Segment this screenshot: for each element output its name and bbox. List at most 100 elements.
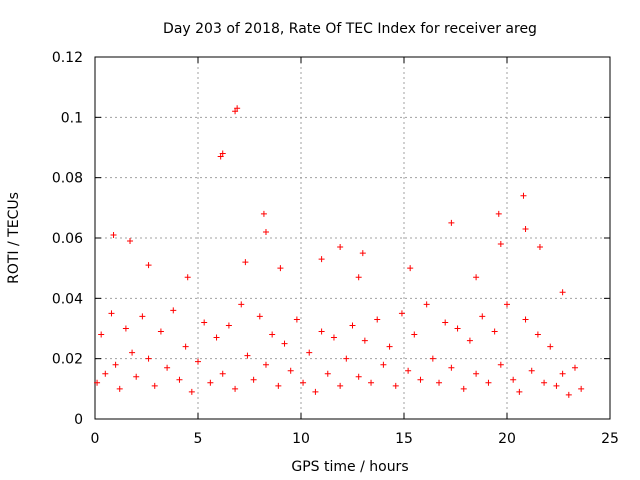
data-point	[497, 241, 504, 248]
data-point	[145, 355, 152, 362]
data-point	[386, 343, 393, 350]
data-point	[287, 367, 294, 374]
data-point	[520, 192, 527, 199]
data-point	[423, 301, 430, 308]
grid-lines	[95, 57, 610, 419]
data-point	[578, 385, 585, 392]
data-point	[139, 313, 146, 320]
data-point	[98, 331, 105, 338]
data-point	[343, 355, 350, 362]
data-point	[565, 391, 572, 398]
data-point	[559, 370, 566, 377]
data-point	[516, 388, 523, 395]
data-point	[306, 349, 313, 356]
data-point	[361, 337, 368, 344]
data-point	[300, 379, 307, 386]
x-axis-label: GPS time / hours	[291, 459, 408, 475]
data-point	[256, 313, 263, 320]
data-point	[108, 310, 115, 317]
data-point	[405, 367, 412, 374]
data-point	[213, 334, 220, 341]
chart-title: Day 203 of 2018, Rate Of TEC Index for r…	[163, 21, 537, 37]
data-point	[262, 361, 269, 368]
data-point	[312, 388, 319, 395]
data-point	[195, 358, 201, 365]
data-point	[281, 340, 288, 347]
data-point	[324, 370, 331, 377]
data-point	[528, 367, 535, 374]
data-point	[359, 250, 366, 257]
data-point	[380, 361, 387, 368]
x-tick-label: 0	[91, 431, 100, 447]
data-point	[349, 322, 356, 329]
y-tick-label: 0.12	[52, 50, 83, 66]
x-tick-label: 20	[498, 431, 516, 447]
data-point	[479, 313, 486, 320]
data-point	[157, 328, 164, 335]
data-point	[102, 370, 109, 377]
data-point	[94, 379, 101, 386]
x-tick-label: 15	[395, 431, 413, 447]
data-point	[330, 334, 337, 341]
data-point	[495, 210, 502, 217]
data-point	[170, 307, 177, 314]
data-point	[318, 256, 325, 263]
data-point	[275, 382, 282, 389]
data-point	[355, 373, 362, 380]
data-point	[442, 319, 449, 326]
y-tick-label: 0.08	[52, 171, 83, 187]
data-points	[94, 105, 585, 398]
data-point	[368, 379, 375, 386]
data-point	[110, 231, 117, 238]
y-tick-label: 0.04	[52, 291, 83, 307]
data-point	[244, 352, 251, 359]
data-point	[238, 301, 245, 308]
axis-ticks	[94, 56, 611, 420]
y-tick-label: 0	[74, 412, 83, 428]
data-point	[411, 331, 418, 338]
data-point	[429, 355, 436, 362]
data-point	[112, 361, 119, 368]
data-point	[234, 105, 241, 112]
data-point	[466, 337, 473, 344]
data-point	[473, 274, 480, 281]
data-point	[219, 150, 226, 157]
data-point	[151, 382, 158, 389]
plot-frame	[94, 56, 611, 420]
data-point	[116, 385, 123, 392]
data-point	[448, 219, 455, 226]
data-point	[164, 364, 171, 371]
x-tick-label: 5	[194, 431, 203, 447]
data-point	[337, 244, 344, 251]
data-point	[277, 265, 284, 272]
data-point	[497, 361, 504, 368]
data-point	[145, 262, 152, 269]
data-point	[491, 328, 498, 335]
data-point	[262, 228, 269, 235]
data-point	[207, 379, 214, 386]
data-point	[201, 319, 208, 326]
data-point	[129, 349, 136, 356]
data-point	[392, 382, 399, 389]
data-point	[398, 310, 405, 317]
data-point	[225, 322, 232, 329]
data-point	[188, 388, 195, 395]
data-point	[559, 289, 566, 296]
data-point	[133, 373, 140, 380]
y-axis-label: ROTI / TECUs	[6, 192, 22, 284]
x-tick-labels: 0 5 10 15 20 25	[91, 431, 619, 447]
data-point	[571, 364, 578, 371]
x-tick-label: 10	[292, 431, 310, 447]
data-point	[522, 225, 529, 232]
data-point	[485, 379, 492, 386]
data-point	[355, 274, 362, 281]
data-point	[547, 343, 554, 350]
data-point	[176, 376, 183, 383]
x-tick-label: 25	[601, 431, 619, 447]
data-point	[232, 108, 239, 115]
data-point	[127, 238, 134, 245]
data-point	[436, 379, 443, 386]
data-point	[184, 274, 191, 281]
data-point	[510, 376, 517, 383]
